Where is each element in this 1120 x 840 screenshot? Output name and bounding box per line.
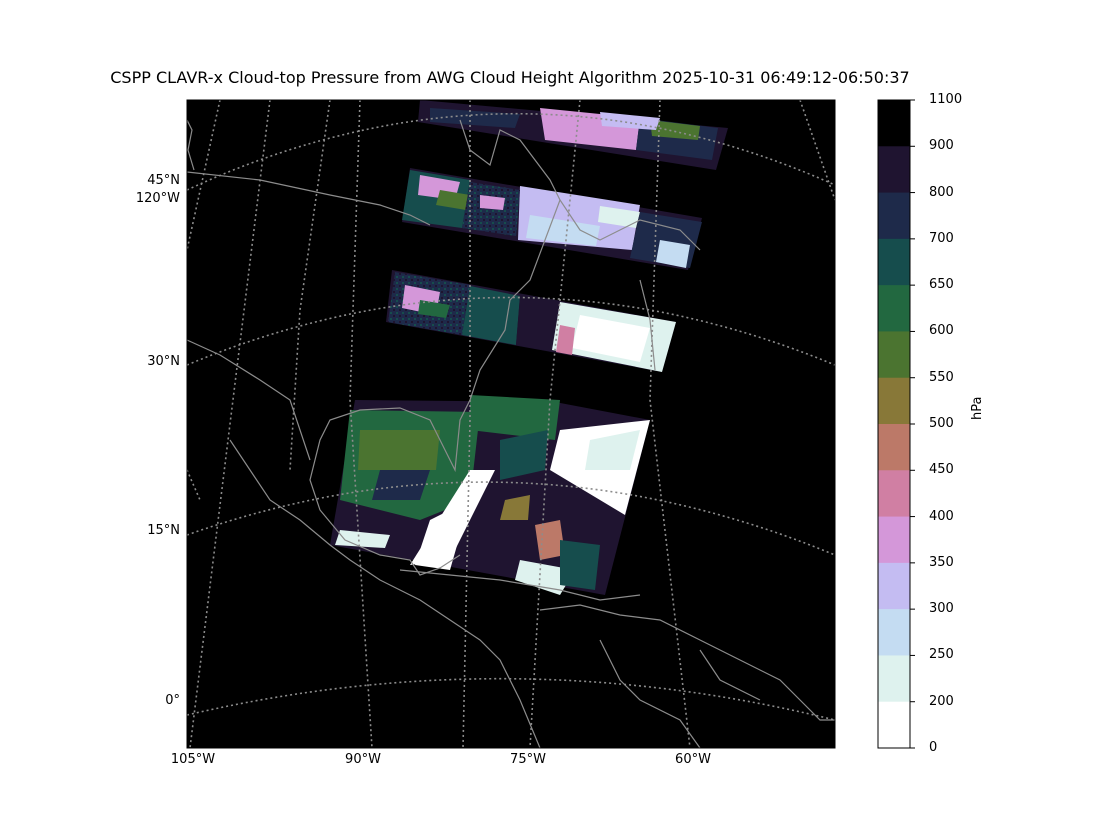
colorbar-segment [878, 609, 910, 656]
lat-label-0: 0° [165, 693, 180, 708]
colorbar-tick-label: 900 [929, 138, 954, 154]
colorbar-segment [878, 470, 910, 518]
colorbar-tick-label: 350 [929, 554, 954, 570]
lat-label-30n: 30°N [147, 354, 180, 369]
graticule [187, 100, 835, 748]
lon-label-90w: 90°W [345, 752, 381, 767]
colorbar-segment [878, 562, 910, 610]
colorbar-segment [878, 516, 910, 564]
colorbar-tick-label: 550 [929, 369, 954, 385]
lat-label-45n: 45°N [147, 173, 180, 188]
colorbar-segment [878, 377, 910, 425]
colorbar [877, 99, 915, 749]
lat-label-15n: 15°N [147, 523, 180, 538]
colorbar-tick-label: 500 [929, 416, 954, 431]
colorbar-segment [878, 331, 910, 379]
colorbar-tick-label: 0 [929, 740, 938, 755]
swath-4 [330, 395, 650, 595]
colorbar-segment [878, 100, 910, 147]
colorbar-tick-label: 200 [929, 693, 954, 709]
colorbar-segment [878, 238, 910, 286]
colorbar-unit-label: hPa [970, 396, 985, 420]
colorbar-tick-label: 800 [929, 184, 954, 200]
colorbar-tick-label: 300 [929, 601, 954, 617]
colorbar-segment [878, 655, 910, 703]
colorbar-tick-label: 400 [929, 508, 954, 524]
colorbar-segment [878, 285, 910, 332]
colorbar-segment [878, 192, 910, 240]
colorbar-segment [878, 146, 910, 194]
colorbar-segment [878, 701, 910, 749]
coastlines [187, 119, 835, 748]
colorbar-tick-label: 250 [929, 647, 954, 663]
colorbar-tick-label: 600 [929, 323, 954, 339]
colorbar-tick-label: 700 [929, 230, 954, 246]
chart-title: CSPP CLAVR-x Cloud-top Pressure from AWG… [110, 68, 910, 87]
lon-label-60w: 60°W [675, 752, 711, 767]
lon-label-105w: 105°W [170, 752, 216, 767]
colorbar-tick-label: 450 [929, 462, 954, 478]
lon-label-75w: 75°W [510, 752, 546, 767]
lon-label-120w: 120°W [135, 191, 180, 206]
colorbar-segment [878, 424, 910, 471]
colorbar-tick-label: 650 [929, 277, 954, 293]
swath-2 [402, 168, 702, 270]
colorbar-tick-label: 1100 [929, 92, 963, 107]
